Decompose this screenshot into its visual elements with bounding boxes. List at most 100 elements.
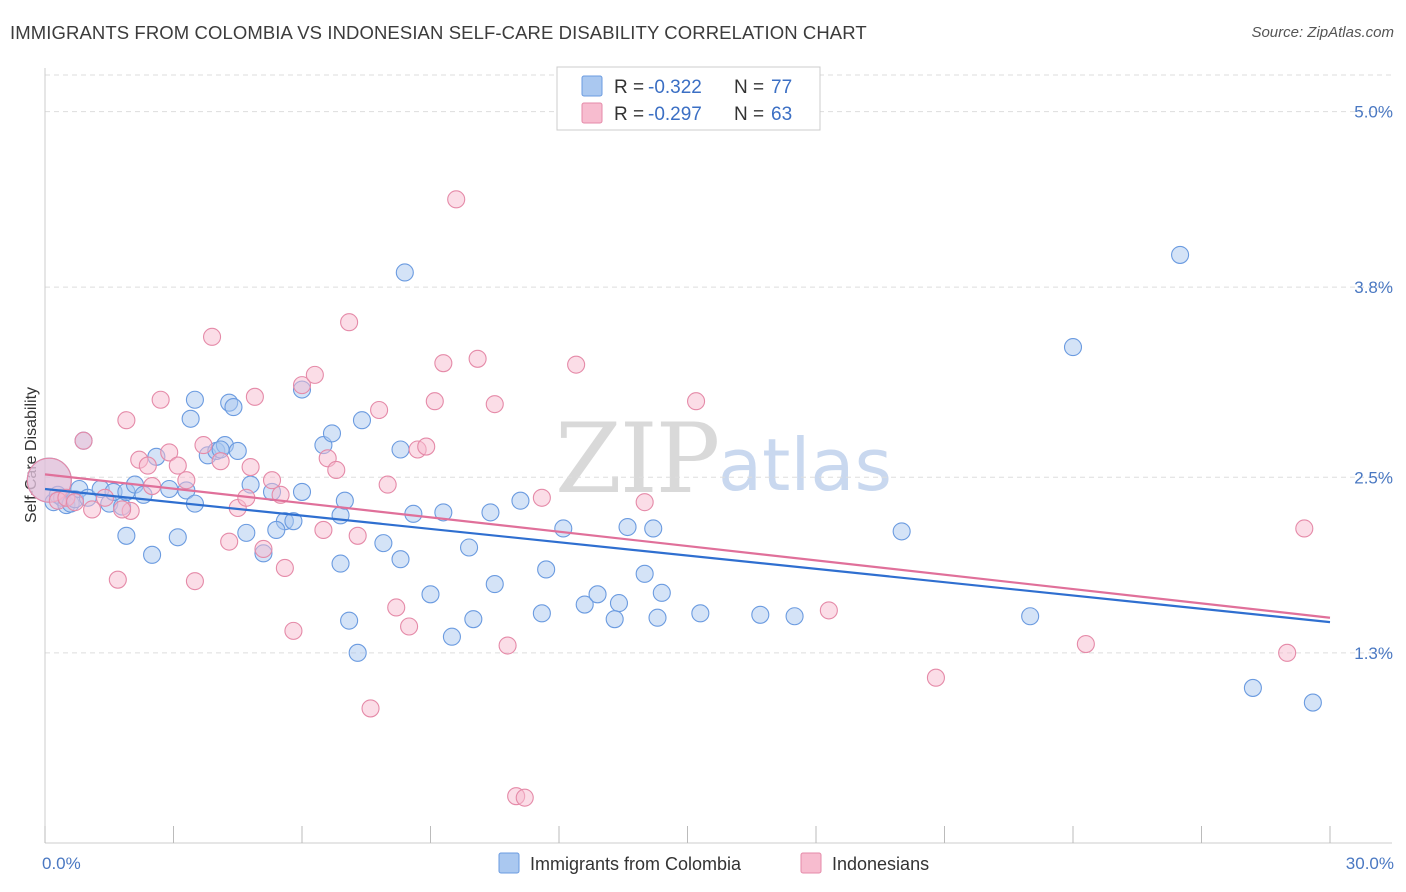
data-point bbox=[1278, 643, 1297, 662]
data-point bbox=[1243, 678, 1262, 697]
data-point bbox=[459, 538, 479, 557]
legend-n-label-indonesians: N = bbox=[734, 104, 764, 125]
data-point bbox=[417, 437, 436, 456]
data-point bbox=[391, 550, 410, 569]
bottom-legend-swatch-colombia bbox=[498, 852, 520, 874]
data-point bbox=[1295, 519, 1314, 538]
data-point bbox=[361, 699, 380, 718]
legend-n-label-colombia: N = bbox=[734, 77, 764, 98]
data-point bbox=[442, 627, 461, 646]
data-point bbox=[254, 539, 273, 559]
data-point bbox=[185, 572, 204, 591]
data-point bbox=[652, 583, 671, 602]
data-point bbox=[275, 558, 294, 578]
data-point bbox=[185, 390, 204, 409]
legend-n-value-indonesians: 63 bbox=[771, 104, 792, 125]
data-point bbox=[425, 392, 444, 411]
source-credit: Source: ZipAtlas.com bbox=[1251, 24, 1394, 41]
data-point bbox=[151, 390, 170, 409]
stats-legend: R = -0.322 N = 77 R = -0.297 N = 63 bbox=[556, 66, 821, 131]
data-point bbox=[635, 564, 654, 583]
data-point bbox=[108, 570, 127, 589]
legend-r-label-colombia: R = bbox=[614, 77, 644, 98]
data-point bbox=[284, 621, 303, 640]
data-point bbox=[284, 512, 303, 531]
legend-n-value-colombia: 77 bbox=[771, 77, 792, 98]
data-point bbox=[532, 604, 551, 623]
data-point bbox=[1076, 635, 1095, 654]
data-point bbox=[378, 475, 397, 494]
data-point bbox=[168, 456, 187, 475]
data-point bbox=[819, 601, 838, 620]
legend-r-label-indonesians: R = bbox=[614, 104, 644, 125]
data-point bbox=[335, 491, 354, 510]
chart-title: IMMIGRANTS FROM COLOMBIA VS INDONESIAN S… bbox=[10, 22, 867, 43]
data-point bbox=[113, 500, 132, 519]
data-point bbox=[588, 585, 607, 604]
data-point bbox=[194, 436, 213, 455]
data-point bbox=[245, 387, 264, 406]
data-point bbox=[648, 608, 667, 627]
y-tick-labels: 1.3% 2.5% 3.8% 5.0% bbox=[1354, 103, 1393, 663]
axes bbox=[44, 68, 1392, 844]
data-point bbox=[481, 503, 500, 522]
x-tick-label: 0.0% bbox=[42, 854, 81, 873]
data-point bbox=[1303, 693, 1322, 712]
data-point bbox=[340, 313, 359, 332]
data-point bbox=[1021, 607, 1040, 626]
data-point bbox=[117, 411, 136, 430]
trend-lines bbox=[44, 473, 1331, 624]
x-tick-labels: 0.0% 30.0% bbox=[42, 854, 1394, 873]
data-point bbox=[785, 607, 804, 626]
data-point bbox=[181, 409, 200, 428]
legend-r-value-colombia: -0.322 bbox=[648, 77, 702, 98]
data-point bbox=[605, 610, 624, 629]
data-point bbox=[434, 354, 453, 373]
data-point bbox=[751, 605, 770, 624]
data-point bbox=[331, 554, 350, 573]
legend-r-value-indonesians: -0.297 bbox=[648, 104, 702, 125]
data-point bbox=[340, 611, 359, 630]
data-point bbox=[400, 617, 419, 636]
trend-line-colombia bbox=[44, 487, 1331, 624]
data-point bbox=[237, 523, 256, 542]
data-point bbox=[926, 668, 945, 687]
data-point bbox=[635, 493, 654, 512]
y-axis-label: Self-Care Disability bbox=[23, 387, 40, 523]
series-legend: Immigrants from Colombia Indonesians bbox=[498, 852, 929, 874]
data-point bbox=[447, 190, 466, 209]
bottom-legend-swatch-indonesians bbox=[800, 852, 822, 874]
data-point bbox=[511, 491, 530, 510]
data-point bbox=[327, 460, 346, 480]
data-point bbox=[262, 471, 282, 490]
data-point bbox=[532, 488, 551, 507]
data-point bbox=[567, 355, 586, 374]
data-point bbox=[95, 488, 115, 507]
data-point bbox=[224, 398, 243, 417]
data-point bbox=[292, 482, 312, 501]
data-point bbox=[138, 456, 157, 475]
data-point bbox=[348, 526, 367, 545]
data-point bbox=[1171, 245, 1190, 264]
data-point bbox=[168, 528, 187, 547]
legend-swatch-indonesians bbox=[581, 102, 603, 124]
data-point bbox=[434, 503, 453, 522]
data-point bbox=[370, 400, 389, 420]
x-tick-label: 30.0% bbox=[1346, 854, 1394, 873]
data-point bbox=[395, 263, 414, 282]
watermark-zip: ZIP bbox=[555, 403, 718, 515]
y-tick-label: 3.8% bbox=[1354, 278, 1393, 297]
series-indonesians bbox=[26, 190, 1314, 807]
watermark: ZIP atlas bbox=[555, 403, 892, 515]
data-point bbox=[352, 411, 372, 430]
data-point bbox=[515, 788, 534, 807]
data-point bbox=[498, 636, 517, 655]
y-tick-label: 1.3% bbox=[1354, 644, 1393, 663]
data-point bbox=[892, 522, 911, 541]
gridlines bbox=[45, 74, 1392, 654]
data-point bbox=[575, 595, 594, 614]
data-point bbox=[83, 500, 102, 519]
data-point bbox=[228, 441, 247, 461]
data-point bbox=[609, 594, 629, 613]
